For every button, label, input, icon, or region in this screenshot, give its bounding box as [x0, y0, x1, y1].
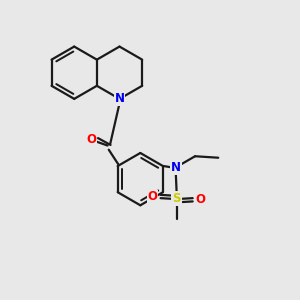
Text: N: N [171, 161, 181, 174]
Text: O: O [86, 133, 96, 146]
Text: N: N [115, 92, 124, 105]
Text: O: O [195, 193, 206, 206]
Text: O: O [148, 190, 158, 203]
Text: S: S [172, 192, 181, 205]
